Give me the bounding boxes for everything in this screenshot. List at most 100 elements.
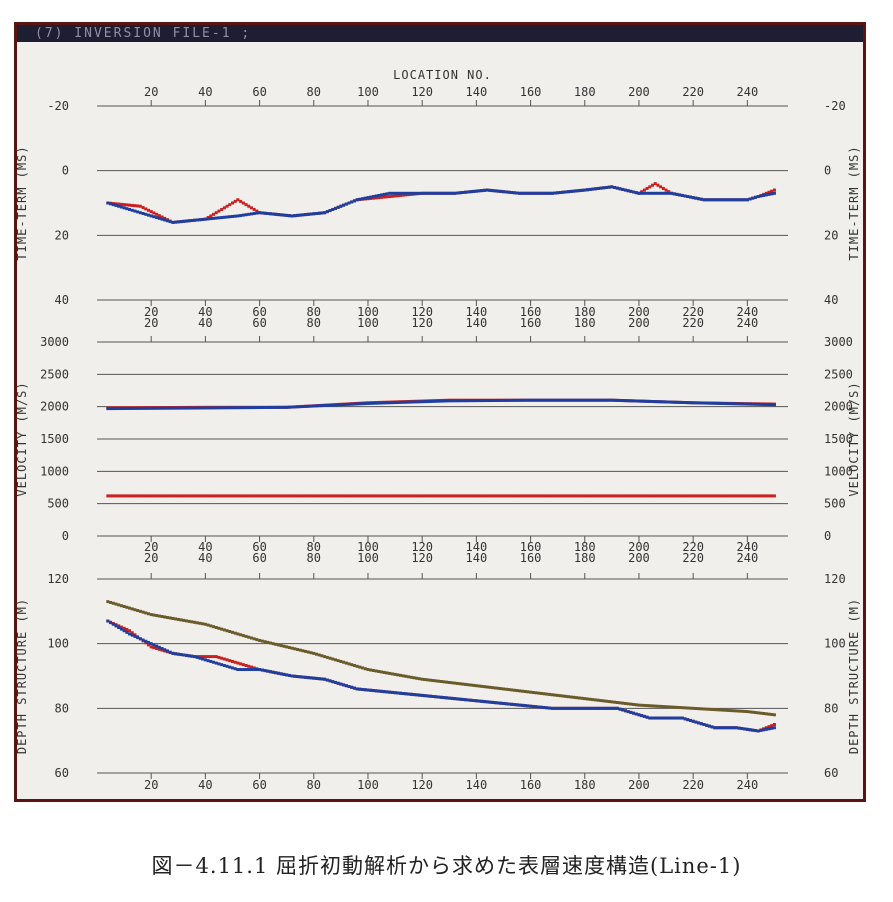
data-point [542, 191, 546, 195]
data-point [740, 709, 744, 713]
data-point [122, 629, 126, 633]
data-point [713, 726, 717, 730]
data-point [756, 729, 760, 733]
data-point [651, 183, 655, 187]
data-point [550, 398, 554, 402]
data-point [258, 211, 262, 215]
data-point [537, 494, 541, 498]
data-point [613, 494, 617, 498]
data-point [716, 401, 720, 405]
data-point [493, 701, 497, 705]
data-point [480, 699, 484, 703]
data-point [344, 202, 348, 206]
data-point [634, 399, 638, 403]
data-point [672, 716, 676, 720]
data-point [512, 494, 516, 498]
data-point [767, 192, 771, 196]
data-point [461, 190, 465, 194]
data-point [347, 662, 351, 666]
data-point [125, 203, 129, 207]
data-point [623, 188, 627, 192]
data-point [550, 693, 554, 697]
data-point [675, 400, 679, 404]
data-point [371, 401, 375, 405]
data-point [342, 403, 346, 407]
data-point [648, 185, 652, 189]
data-point [613, 706, 617, 710]
data-point [252, 668, 256, 672]
data-point [770, 189, 774, 193]
data-point [149, 406, 153, 410]
data-point [656, 183, 660, 187]
data-point [407, 494, 411, 498]
data-point [640, 190, 644, 194]
data-point [556, 398, 560, 402]
data-point [390, 690, 394, 694]
data-point [664, 494, 668, 498]
data-point [678, 400, 682, 404]
data-point [499, 687, 503, 691]
data-point [258, 494, 262, 498]
data-point [439, 191, 443, 195]
y-tick-label: -20 [47, 99, 69, 113]
data-point [380, 689, 384, 693]
data-point [718, 198, 722, 202]
data-point [762, 402, 766, 406]
data-point [106, 201, 110, 205]
data-point [539, 398, 543, 402]
data-point [271, 494, 275, 498]
data-point [182, 494, 186, 498]
data-point [520, 689, 524, 693]
data-point [680, 400, 684, 404]
data-point [152, 211, 156, 215]
data-point [488, 685, 492, 689]
data-point [130, 607, 134, 611]
data-point [187, 494, 191, 498]
data-point [466, 494, 470, 498]
data-point [629, 702, 633, 706]
data-point [382, 195, 386, 199]
data-point [472, 699, 476, 703]
data-point [241, 668, 245, 672]
data-point [268, 212, 272, 216]
y-axis-title-left: VELOCITY (M/S) [15, 381, 29, 496]
data-point [320, 677, 324, 681]
data-point [518, 398, 522, 402]
x-tick-label: 20 [144, 316, 158, 330]
data-point [512, 688, 516, 692]
data-point [710, 198, 714, 202]
data-point [604, 494, 608, 498]
data-point [751, 710, 755, 714]
data-point [447, 399, 451, 403]
data-point [179, 653, 183, 657]
data-point [184, 406, 188, 410]
data-point [209, 624, 213, 628]
data-point [304, 213, 308, 217]
data-point [385, 671, 389, 675]
data-point [163, 218, 167, 222]
data-point [222, 494, 226, 498]
data-point [515, 191, 519, 195]
data-point [258, 668, 262, 672]
data-point [206, 494, 210, 498]
y-axis-title-right: DEPTH STRUCTURE (M) [847, 598, 861, 754]
data-point [328, 494, 332, 498]
data-point [233, 199, 237, 203]
data-point [499, 494, 503, 498]
data-point [171, 651, 175, 655]
data-point [157, 645, 161, 649]
data-point [691, 196, 695, 200]
data-point [656, 400, 660, 404]
data-point [182, 219, 186, 223]
data-point [255, 638, 259, 642]
data-point [537, 398, 541, 402]
data-point [710, 494, 714, 498]
data-point [558, 694, 562, 698]
data-point [239, 633, 243, 637]
data-point [632, 494, 636, 498]
data-point [312, 212, 316, 216]
x-tick-label: 220 [682, 305, 704, 319]
data-point [304, 404, 308, 408]
data-point [585, 188, 589, 192]
data-point [634, 712, 638, 716]
